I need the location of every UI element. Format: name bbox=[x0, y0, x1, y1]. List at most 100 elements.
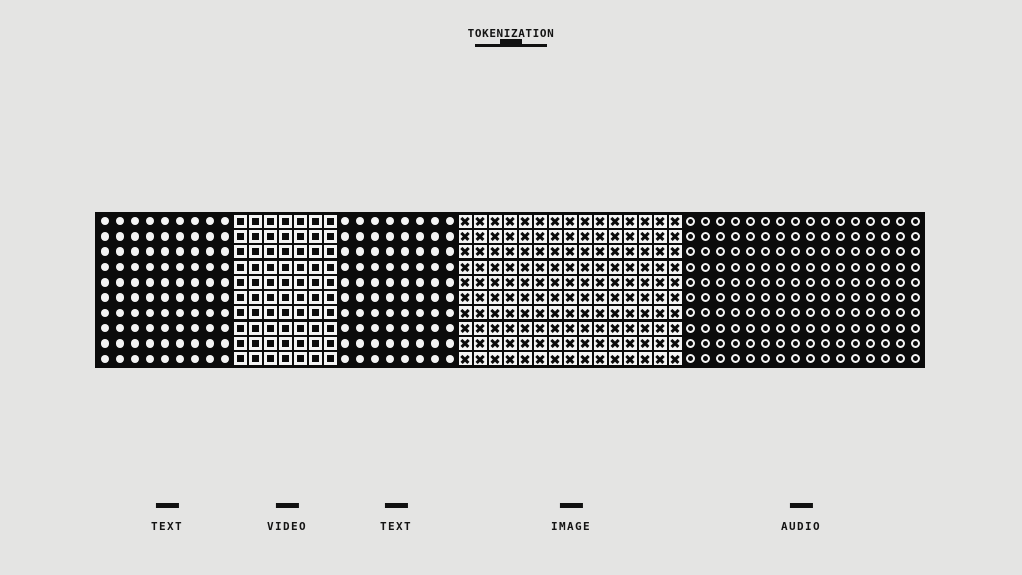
dot-icon bbox=[205, 354, 215, 364]
dot-icon bbox=[340, 247, 350, 256]
token-cell bbox=[638, 244, 653, 259]
token-cell bbox=[713, 290, 728, 305]
dot-icon bbox=[355, 247, 365, 256]
x-tile-icon bbox=[668, 275, 682, 289]
token-cell bbox=[578, 305, 593, 320]
token-cell bbox=[293, 259, 308, 274]
token-cell bbox=[818, 244, 833, 259]
token-cell bbox=[308, 244, 323, 259]
square-outline-icon bbox=[233, 260, 247, 274]
token-cell bbox=[143, 336, 158, 351]
dot-icon bbox=[145, 293, 155, 302]
token-cell bbox=[263, 321, 278, 336]
token-cell bbox=[638, 275, 653, 290]
token-cell bbox=[338, 336, 353, 351]
token-cell bbox=[623, 321, 638, 336]
token-cell bbox=[563, 290, 578, 305]
dot-icon bbox=[355, 278, 365, 287]
token-cell bbox=[773, 229, 788, 244]
token-cell bbox=[173, 244, 188, 259]
ring-icon bbox=[850, 247, 860, 257]
dot-icon bbox=[160, 262, 170, 272]
token-cell bbox=[863, 214, 878, 229]
dot-icon bbox=[100, 308, 110, 318]
token-cell bbox=[788, 336, 803, 351]
dot-icon bbox=[370, 216, 380, 226]
token-cell bbox=[638, 229, 653, 244]
token-cell bbox=[743, 259, 758, 274]
token-cell bbox=[683, 305, 698, 320]
x-tile-icon bbox=[533, 291, 547, 305]
token-cell bbox=[848, 351, 863, 366]
token-cell bbox=[203, 214, 218, 229]
token-cell bbox=[908, 351, 923, 366]
token-cell bbox=[338, 275, 353, 290]
token-cell bbox=[533, 229, 548, 244]
token-cell bbox=[473, 275, 488, 290]
token-cell bbox=[173, 305, 188, 320]
dot-icon bbox=[445, 216, 455, 226]
token-cell bbox=[563, 229, 578, 244]
token-cell bbox=[218, 290, 233, 305]
token-cell bbox=[623, 244, 638, 259]
dot-icon bbox=[385, 216, 395, 226]
token-cell bbox=[653, 214, 668, 229]
dot-icon bbox=[205, 308, 215, 318]
ring-icon bbox=[805, 323, 815, 333]
square-outline-icon bbox=[263, 306, 277, 320]
token-cell bbox=[143, 321, 158, 336]
token-cell bbox=[143, 351, 158, 366]
ring-icon bbox=[835, 231, 845, 241]
token-cell bbox=[878, 229, 893, 244]
token-cell bbox=[308, 229, 323, 244]
token-cell bbox=[713, 244, 728, 259]
token-cell bbox=[158, 214, 173, 229]
dot-icon bbox=[130, 354, 140, 364]
ring-icon bbox=[730, 231, 740, 241]
x-tile-icon bbox=[548, 306, 562, 320]
token-cell bbox=[848, 259, 863, 274]
token-cell bbox=[563, 336, 578, 351]
token-cell bbox=[788, 214, 803, 229]
dot-icon bbox=[100, 293, 110, 302]
token-cell bbox=[848, 336, 863, 351]
ring-icon bbox=[835, 293, 845, 303]
token-cell bbox=[488, 336, 503, 351]
token-cell bbox=[158, 351, 173, 366]
token-cell bbox=[578, 321, 593, 336]
token-cell bbox=[548, 214, 563, 229]
token-cell bbox=[518, 275, 533, 290]
token-cell bbox=[638, 290, 653, 305]
token-cell bbox=[563, 259, 578, 274]
dot-icon bbox=[370, 262, 380, 272]
dot-icon bbox=[145, 262, 155, 272]
marker-dash-icon bbox=[384, 503, 408, 508]
ring-icon bbox=[805, 293, 815, 303]
ring-icon bbox=[715, 293, 725, 303]
dot-icon bbox=[370, 354, 380, 364]
token-cell bbox=[743, 305, 758, 320]
x-tile-icon bbox=[653, 229, 667, 243]
ring-icon bbox=[910, 262, 920, 272]
token-cell bbox=[323, 321, 338, 336]
ring-icon bbox=[835, 339, 845, 349]
token-cell bbox=[278, 321, 293, 336]
token-cell bbox=[653, 351, 668, 366]
ring-icon bbox=[880, 277, 890, 287]
token-cell bbox=[323, 214, 338, 229]
ring-icon bbox=[820, 293, 830, 303]
token-cell bbox=[128, 275, 143, 290]
token-cell bbox=[308, 321, 323, 336]
ring-icon bbox=[880, 262, 890, 272]
token-cell bbox=[758, 305, 773, 320]
token-cell bbox=[188, 336, 203, 351]
dot-icon bbox=[430, 262, 440, 272]
token-cell bbox=[818, 259, 833, 274]
token-cell bbox=[113, 336, 128, 351]
token-cell bbox=[623, 229, 638, 244]
ring-icon bbox=[760, 247, 770, 257]
token-cell bbox=[368, 290, 383, 305]
dot-icon bbox=[100, 247, 110, 256]
token-cell bbox=[323, 229, 338, 244]
dot-icon bbox=[130, 216, 140, 226]
